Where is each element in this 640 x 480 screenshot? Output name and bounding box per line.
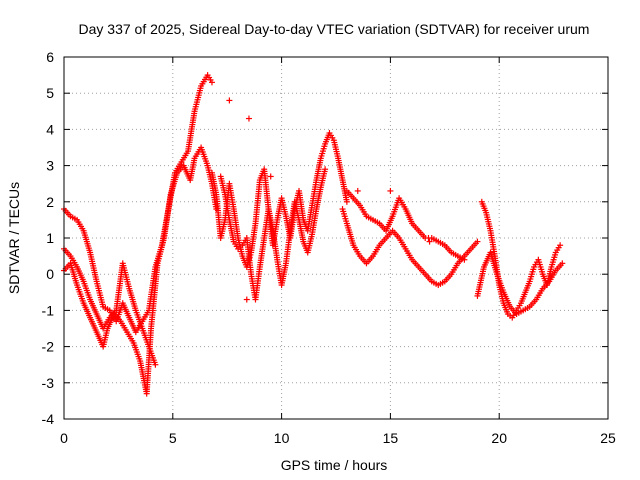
data-point bbox=[387, 187, 394, 194]
x-tick-label: 0 bbox=[60, 430, 68, 446]
data-point bbox=[343, 198, 350, 205]
data-point bbox=[474, 238, 481, 245]
y-tick-label: 3 bbox=[46, 158, 54, 174]
data-point bbox=[152, 361, 159, 368]
data-point bbox=[267, 173, 274, 180]
data-point bbox=[461, 256, 468, 263]
y-tick-label: 4 bbox=[46, 121, 54, 137]
data-point bbox=[426, 238, 433, 245]
x-tick-label: 20 bbox=[491, 430, 507, 446]
axis-ticks: 0 5 10 15 20 25 -4 -3 -2 -1 0 1 2 3 4 5 6 bbox=[42, 49, 616, 446]
data-point bbox=[208, 79, 215, 86]
grid-lines bbox=[64, 57, 608, 419]
y-tick-label: 1 bbox=[46, 230, 54, 246]
data-point bbox=[354, 187, 361, 194]
data-point bbox=[226, 97, 233, 104]
y-tick-label: -2 bbox=[42, 339, 55, 355]
y-tick-label: -4 bbox=[42, 411, 55, 427]
data-point bbox=[322, 166, 329, 173]
data-point bbox=[243, 296, 250, 303]
y-tick-label: 0 bbox=[46, 266, 54, 282]
x-tick-label: 25 bbox=[600, 430, 616, 446]
y-axis-label: SDTVAR / TECUs bbox=[6, 182, 22, 294]
chart-title: Day 337 of 2025, Sidereal Day-to-day VTE… bbox=[79, 21, 590, 37]
y-tick-label: 6 bbox=[46, 49, 54, 65]
x-tick-label: 15 bbox=[383, 430, 399, 446]
y-tick-label: -1 bbox=[42, 302, 55, 318]
x-tick-label: 5 bbox=[169, 430, 177, 446]
data-point bbox=[245, 115, 252, 122]
data-point bbox=[559, 260, 566, 267]
data-points bbox=[61, 72, 566, 397]
data-point bbox=[557, 242, 564, 249]
plot-frame bbox=[63, 56, 609, 420]
y-tick-label: 5 bbox=[46, 85, 54, 101]
y-tick-label: -3 bbox=[42, 375, 55, 391]
x-tick-label: 10 bbox=[274, 430, 290, 446]
x-axis-label: GPS time / hours bbox=[281, 457, 388, 473]
y-tick-label: 2 bbox=[46, 194, 54, 210]
